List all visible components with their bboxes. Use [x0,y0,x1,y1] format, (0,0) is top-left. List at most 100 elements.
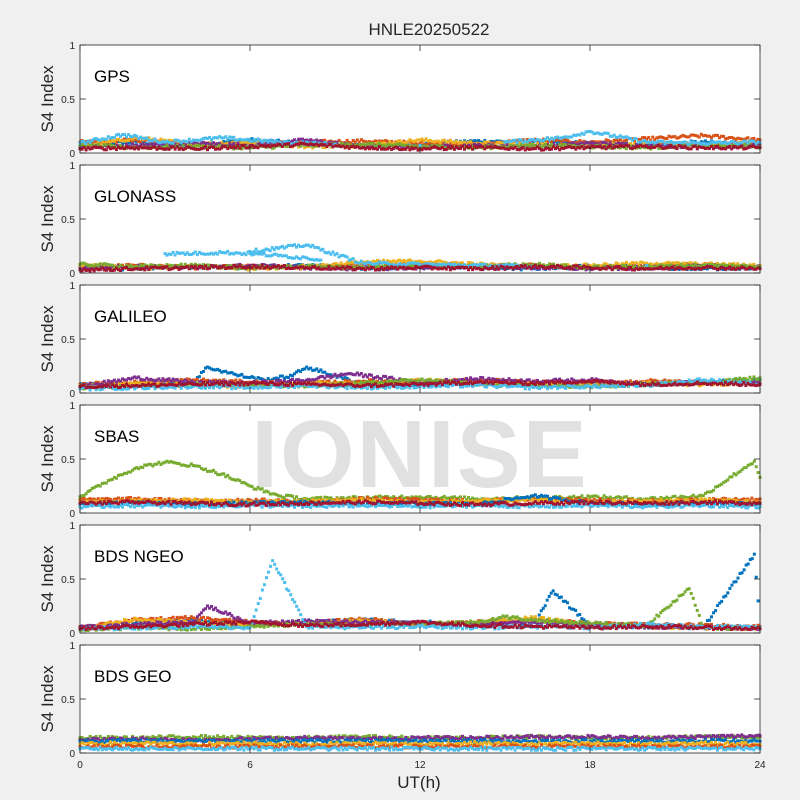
data-point [531,143,535,147]
data-point [709,145,713,149]
data-point [143,143,147,147]
data-point [722,263,726,267]
data-point [80,147,84,151]
data-point [703,263,707,267]
data-point [159,141,163,145]
data-point [436,141,440,145]
data-point [412,140,416,144]
data-point [471,139,475,143]
data-point [584,268,588,272]
data-point [450,143,454,147]
data-point [448,146,452,150]
data-point [418,143,422,147]
data-point [750,137,754,141]
data-point [705,144,709,148]
data-point [145,136,149,140]
data-point [216,142,220,146]
data-point [736,264,740,268]
data-point [155,139,159,143]
data-point [376,141,379,145]
data-point [343,264,347,268]
data-point [570,146,574,150]
data-point [673,261,677,265]
data-point [155,264,159,268]
data-point [643,139,647,143]
data-point [418,259,422,263]
data-point [483,144,487,148]
data-point [278,143,282,147]
data-point [675,264,679,268]
data-point [665,136,669,140]
data-point [550,136,554,140]
data-point [663,146,667,150]
data-point [537,146,541,150]
data-point [408,258,412,262]
data-point [288,142,292,146]
data-point [705,142,709,146]
data-point [121,263,124,267]
data-point [687,142,691,146]
data-point [199,252,203,256]
data-point [131,139,135,143]
data-point [622,139,626,143]
data-point [153,137,157,141]
data-point [456,146,460,150]
data-point [679,262,683,266]
data-point [550,139,554,143]
data-point [100,137,104,141]
data-point [438,259,442,263]
data-point [491,265,495,269]
data-point [525,143,529,147]
data-point [112,135,116,139]
data-point [388,143,392,147]
data-point [659,263,663,267]
data-point [750,139,754,143]
data-point [355,144,359,148]
data-point [400,141,404,145]
data-point [104,148,108,152]
data-point [633,139,637,143]
data-point [548,147,552,151]
data-point [578,133,582,137]
data-point [376,143,379,147]
data-point [143,139,147,143]
data-point [697,135,701,139]
data-point [135,143,139,147]
data-point [527,144,531,148]
data-point [236,138,240,142]
data-point [357,143,361,147]
data-point [562,146,566,150]
data-point [720,141,724,145]
data-point [297,142,301,146]
data-point [396,139,400,143]
data-point [169,139,173,143]
data-point [288,140,292,144]
data-point [402,147,406,151]
data-point [535,145,539,149]
data-point [610,144,614,148]
data-point [600,141,604,145]
data-point [307,139,311,143]
data-point [505,139,509,143]
data-point [236,267,240,271]
data-point [720,147,724,151]
data-point [378,264,382,268]
data-point [208,135,212,139]
data-point [159,137,163,141]
data-point [693,261,697,265]
data-point [171,141,175,145]
data-point [195,147,199,151]
data-point [363,143,367,147]
data-point [396,142,400,146]
data-point [406,145,410,149]
data-point [369,267,373,271]
data-point [701,263,705,267]
data-point [590,141,594,145]
data-point [695,145,699,149]
data-point [214,145,218,149]
data-point [616,135,620,139]
data-point [270,146,274,150]
data-point [452,141,456,145]
data-point [631,266,634,270]
